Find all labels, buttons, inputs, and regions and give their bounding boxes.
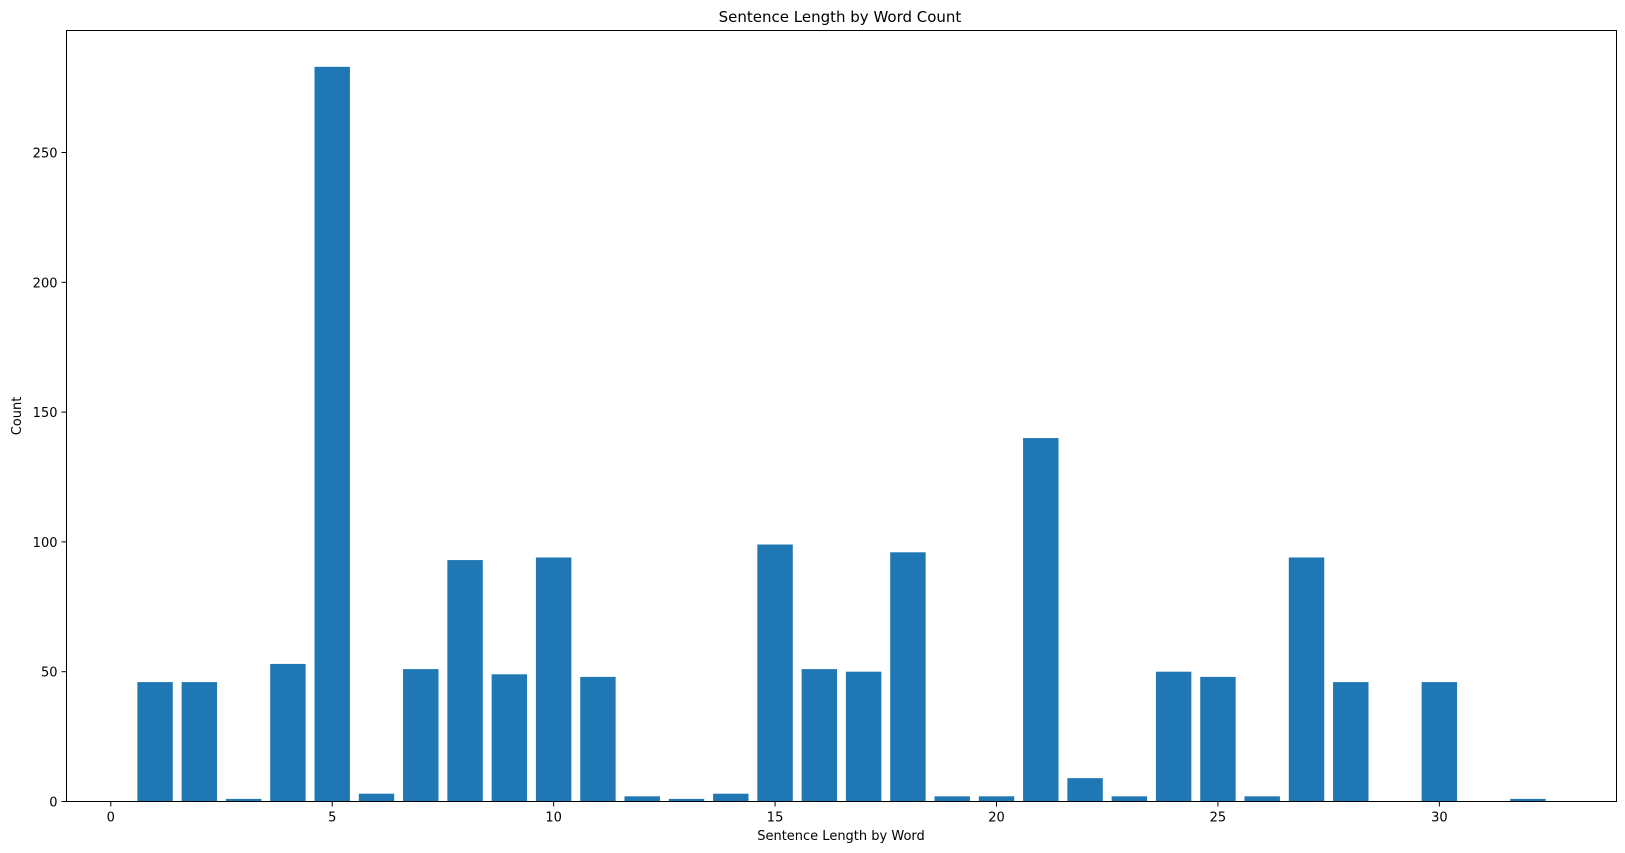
bar-28 bbox=[1333, 682, 1369, 802]
bar-4 bbox=[270, 663, 306, 802]
bar-6 bbox=[358, 793, 395, 802]
x-tick-label: 20 bbox=[988, 811, 1005, 826]
bar-8 bbox=[447, 560, 483, 802]
bar-10 bbox=[535, 557, 572, 802]
bar-11 bbox=[580, 676, 616, 802]
bar-30 bbox=[1421, 682, 1458, 802]
y-tick-label: 100 bbox=[33, 536, 58, 551]
y-tick-label: 200 bbox=[33, 276, 58, 291]
bar-20 bbox=[978, 796, 1015, 802]
bar-14 bbox=[713, 793, 749, 802]
x-tick-label: 5 bbox=[328, 811, 336, 826]
bar-25 bbox=[1200, 676, 1236, 802]
x-tick-label: 0 bbox=[107, 811, 115, 826]
bar-15 bbox=[757, 544, 793, 802]
x-tick-label: 10 bbox=[545, 811, 562, 826]
bar-22 bbox=[1067, 778, 1103, 802]
y-tick-label: 250 bbox=[33, 147, 58, 162]
bar-23 bbox=[1111, 796, 1148, 802]
y-tick-label: 150 bbox=[33, 406, 58, 421]
bar-9 bbox=[491, 674, 528, 802]
bar-5 bbox=[314, 66, 350, 802]
x-tick-label: 25 bbox=[1210, 811, 1227, 826]
x-tick-label: 15 bbox=[767, 811, 784, 826]
bar-26 bbox=[1244, 796, 1280, 802]
x-axis-ticks: 0 5 10 15 20 25 30 bbox=[107, 801, 1448, 826]
bar-3 bbox=[225, 798, 262, 802]
bar-7 bbox=[403, 669, 439, 802]
bar-1 bbox=[137, 682, 173, 802]
bar-21 bbox=[1023, 438, 1059, 802]
plot-frame bbox=[66, 30, 1617, 802]
bar-24 bbox=[1155, 671, 1192, 802]
y-tick-label: 0 bbox=[49, 796, 57, 811]
bar-19 bbox=[934, 796, 970, 802]
y-axis-ticks: 0 50 100 150 200 250 bbox=[33, 147, 67, 811]
chart-title: Sentence Length by Word Count bbox=[719, 8, 962, 26]
y-axis-label: Count bbox=[10, 397, 25, 436]
bar-27 bbox=[1288, 557, 1325, 802]
x-axis-label: Sentence Length by Word bbox=[757, 829, 925, 844]
x-tick-label: 30 bbox=[1431, 811, 1448, 826]
bar-13 bbox=[668, 798, 705, 802]
bars bbox=[137, 66, 1546, 802]
bar-32 bbox=[1510, 798, 1546, 802]
bar-2 bbox=[181, 682, 218, 802]
y-tick-label: 50 bbox=[41, 666, 58, 681]
bar-12 bbox=[624, 796, 660, 802]
bar-16 bbox=[801, 669, 838, 802]
bar-18 bbox=[890, 552, 926, 802]
bar-17 bbox=[845, 671, 882, 802]
